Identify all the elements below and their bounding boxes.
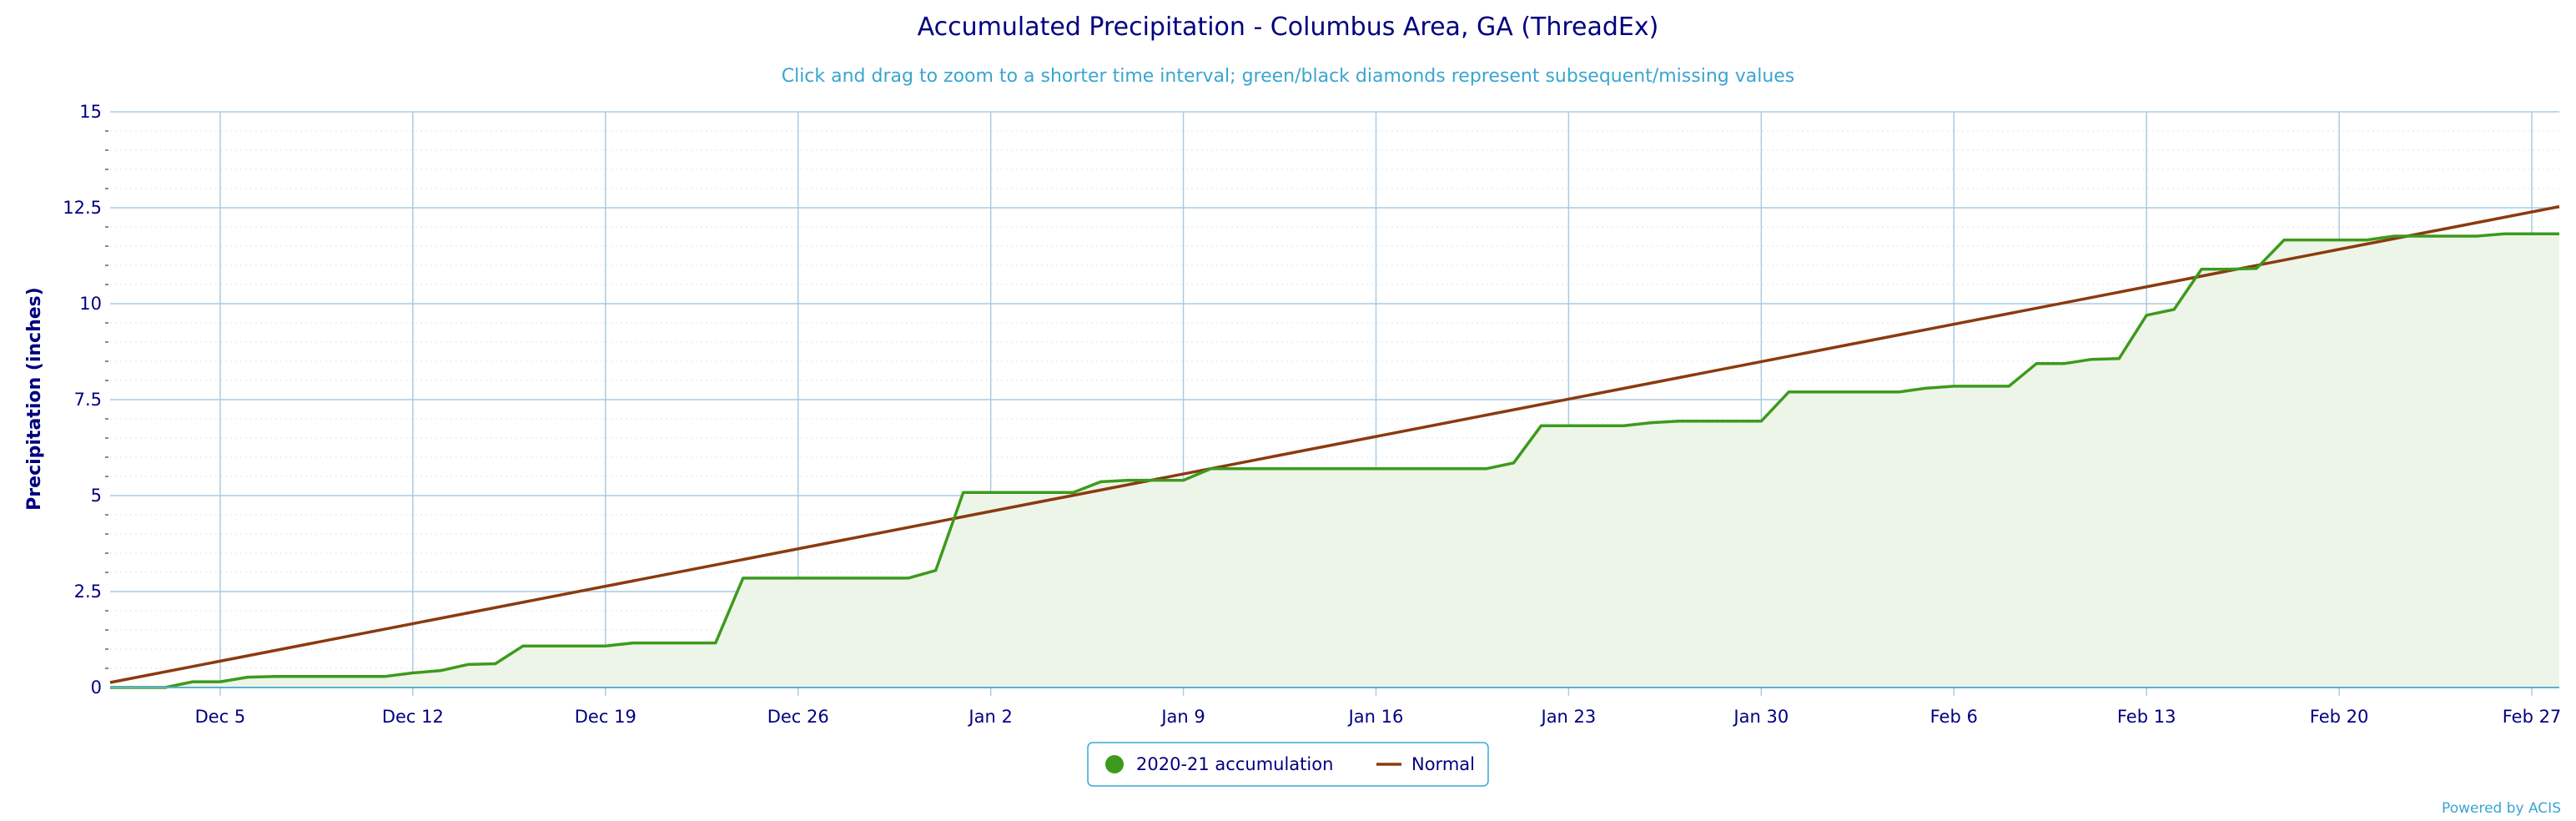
x-tick-label: Feb 20 [2310,707,2369,727]
chart-subtitle: Click and drag to zoom to a shorter time… [782,66,1795,87]
legend-marker-accumulation[interactable] [1105,755,1124,773]
axes: 0 2.5 5 7.5 10 12.5 15 Dec 5 Dec 12 Dec 19 Dec 26 J… [63,102,2561,727]
legend-label-normal[interactable]: Normal [1411,754,1475,774]
legend[interactable]: 2020-21 accumulation Normal [1087,742,1489,787]
normal-line[interactable] [109,204,2560,684]
x-tick-label: Jan 2 [967,707,1012,727]
y-tick-label: 15 [79,102,102,122]
x-tick-label: Dec 26 [767,707,829,727]
y-tick-label: 12.5 [63,198,102,218]
credit-link[interactable]: Powered by ACIS [2442,800,2561,817]
y-tick-label: 10 [79,294,102,314]
y-axis-label: Precipitation (inches) [24,287,45,511]
x-tick-label: Dec 5 [195,707,246,727]
y-tick-label: 5 [91,486,102,506]
x-tick-label: Jan 30 [1732,707,1789,727]
x-tick-label: Jan 16 [1347,707,1404,727]
x-tick-label: Dec 12 [382,707,444,727]
x-tick-label: Jan 9 [1160,707,1205,727]
y-tick-label: 0 [91,677,102,698]
x-tick-label: Dec 19 [575,707,636,727]
y-tick-label: 7.5 [74,390,102,410]
x-tick-label: Jan 23 [1540,707,1597,727]
x-tick-label: Feb 13 [2117,707,2176,727]
legend-label-accumulation[interactable]: 2020-21 accumulation [1136,754,1333,774]
x-tick-label: Feb 27 [2503,707,2562,727]
y-tick-label: 2.5 [74,582,102,602]
x-tick-label: Feb 6 [1930,707,1978,727]
accumulation-area [110,234,2559,688]
legend-box [1087,742,1489,787]
accumulation-area-fill [110,234,2559,688]
chart-title: Accumulated Precipitation - Columbus Are… [918,13,1659,42]
accumulation-line[interactable] [110,232,2559,689]
series-lines [109,204,2560,689]
